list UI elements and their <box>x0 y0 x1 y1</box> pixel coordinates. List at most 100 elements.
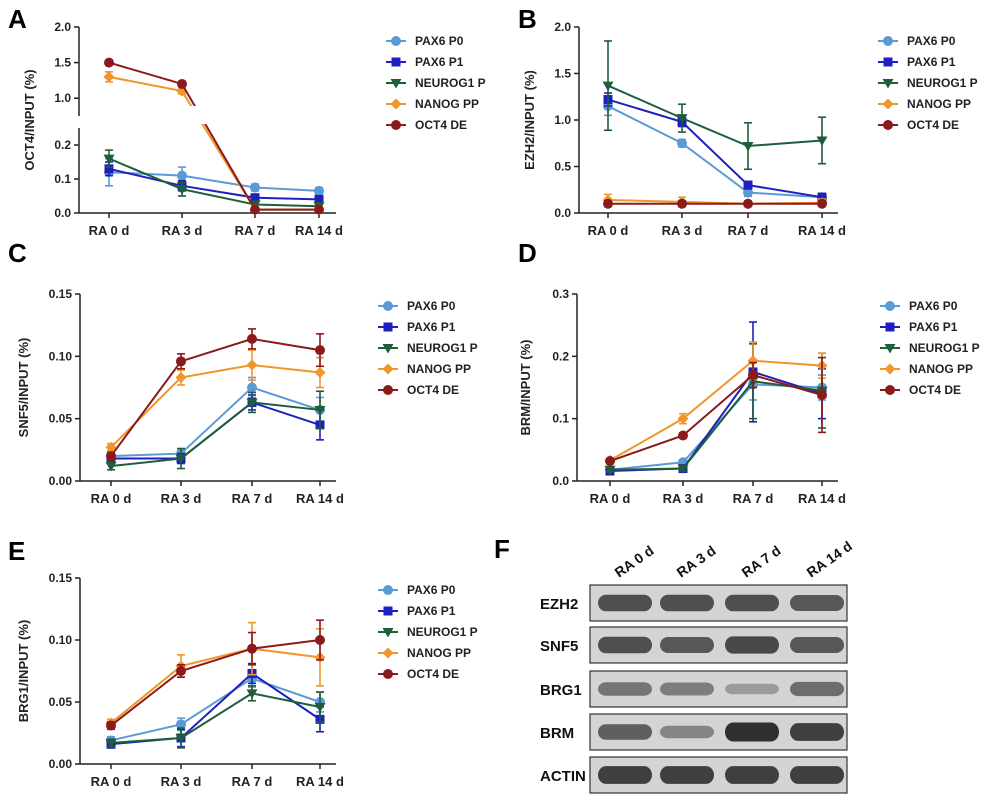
legend-marker <box>884 363 896 375</box>
data-point <box>677 464 689 475</box>
legend-entry: NEUROG1 P <box>907 76 978 90</box>
data-point <box>176 666 186 676</box>
legend-entry: PAX6 P1 <box>909 320 958 334</box>
blot-band <box>660 682 714 696</box>
blot-row-label: ACTIN <box>540 768 586 785</box>
legend-marker <box>382 344 394 354</box>
panel-label: F <box>494 534 510 564</box>
y-tick-label: 0.10 <box>49 633 73 647</box>
data-point <box>743 180 753 190</box>
legend-marker <box>383 322 393 332</box>
series-oct4-de <box>106 619 325 731</box>
series-oct4-de <box>104 57 324 215</box>
blot-band <box>598 594 652 612</box>
x-tick-label: RA 14 d <box>296 491 344 506</box>
panel-label: D <box>518 238 537 268</box>
blot-band <box>790 595 844 611</box>
blot-band <box>790 766 844 784</box>
series-line <box>110 337 321 457</box>
series-nanog-pp <box>604 341 828 466</box>
series-line <box>607 98 823 199</box>
data-point <box>250 193 260 203</box>
legend-entry: OCT4 DE <box>407 667 459 681</box>
lane-label: RA 0 d <box>612 542 657 580</box>
data-point <box>105 462 117 472</box>
x-tick-label: RA 3 d <box>161 774 202 789</box>
x-tick-label: RA 3 d <box>663 491 704 506</box>
data-point <box>105 738 117 749</box>
series-line <box>108 157 320 208</box>
legend-marker <box>391 120 401 130</box>
blot-row-label: SNF5 <box>540 638 578 655</box>
legend-marker <box>883 36 893 46</box>
x-tick-label: RA 14 d <box>296 774 344 789</box>
data-point <box>676 114 688 124</box>
data-point <box>175 454 187 465</box>
legend-marker <box>383 301 393 311</box>
data-point <box>176 356 186 367</box>
legend-marker <box>383 669 393 679</box>
lane-label: RA 3 d <box>674 542 719 580</box>
data-point <box>743 198 753 209</box>
y-tick-label: 0.2 <box>54 138 71 152</box>
series-line <box>110 677 321 742</box>
blot-band <box>790 637 844 653</box>
data-point <box>743 187 753 198</box>
data-point <box>817 389 827 400</box>
blot-band <box>598 636 652 654</box>
legend-marker <box>391 36 401 46</box>
x-tick-label: RA 14 d <box>295 223 343 238</box>
series-line <box>110 639 321 727</box>
y-tick-label: 0.1 <box>552 412 569 426</box>
legend-marker <box>382 647 394 659</box>
legend-marker <box>883 120 893 130</box>
data-point <box>103 71 115 83</box>
legend-marker <box>883 57 893 67</box>
panel-label: A <box>8 4 27 34</box>
x-tick-label: RA 3 d <box>161 491 202 506</box>
blot-band <box>725 683 779 695</box>
data-point <box>250 182 260 193</box>
legend-entry: PAX6 P0 <box>415 34 464 48</box>
blot-row-label: BRM <box>540 725 574 742</box>
legend-entry: NANOG PP <box>415 97 479 111</box>
data-point <box>678 430 688 441</box>
y-tick-label: 0.10 <box>49 349 73 363</box>
legend-entry: PAX6 P0 <box>907 34 956 48</box>
legend-entry: PAX6 P0 <box>407 299 456 313</box>
blot-band <box>790 723 844 741</box>
data-point <box>602 81 614 92</box>
x-tick-label: RA 14 d <box>798 491 846 506</box>
blot-row-brm: BRM <box>540 713 848 751</box>
y-tick-label: 0.0 <box>554 206 571 220</box>
series-nanog-pp <box>103 71 325 216</box>
y-tick-label: 1.5 <box>54 56 71 70</box>
legend-entry: OCT4 DE <box>415 118 467 132</box>
blot-band <box>598 724 652 740</box>
blot-band <box>725 766 779 784</box>
data-point <box>104 57 114 68</box>
data-point <box>105 441 117 453</box>
blot-band <box>660 725 714 739</box>
data-point <box>817 198 827 209</box>
chart-panel-b: B 0.0 0.5 1.0 1.5 2.0 RA 0 d RA 3 d RA 7 d RA 14 … <box>518 4 978 238</box>
y-tick-label: 1.5 <box>554 67 571 81</box>
legend-entry: NEUROG1 P <box>909 341 980 355</box>
y-axis-label: BRM/INPUT (%) <box>518 339 533 435</box>
series-pax6-p0 <box>603 95 827 203</box>
legend-marker <box>383 585 393 595</box>
y-tick-label: 0.15 <box>49 287 73 301</box>
x-tick-label: RA 0 d <box>89 223 130 238</box>
y-tick-label: 0.3 <box>552 287 569 301</box>
data-point <box>816 136 828 146</box>
data-point <box>246 689 258 699</box>
chart-panel-a: A 0.0 0.1 0.2 1.0 1.5 2.0 RA 0 d RA 3 d RA 7 d RA … <box>8 4 486 238</box>
x-tick-label: RA 0 d <box>91 491 132 506</box>
lane-label: RA 7 d <box>739 542 784 580</box>
x-tick-label: RA 7 d <box>232 774 273 789</box>
blot-band <box>660 766 714 784</box>
legend-entry: NANOG PP <box>907 97 971 111</box>
blot-band <box>725 722 779 742</box>
chart-panel-e: E 0.00 0.05 0.10 0.15 RA 0 d RA 3 d RA 7 d RA 14… <box>8 536 478 789</box>
